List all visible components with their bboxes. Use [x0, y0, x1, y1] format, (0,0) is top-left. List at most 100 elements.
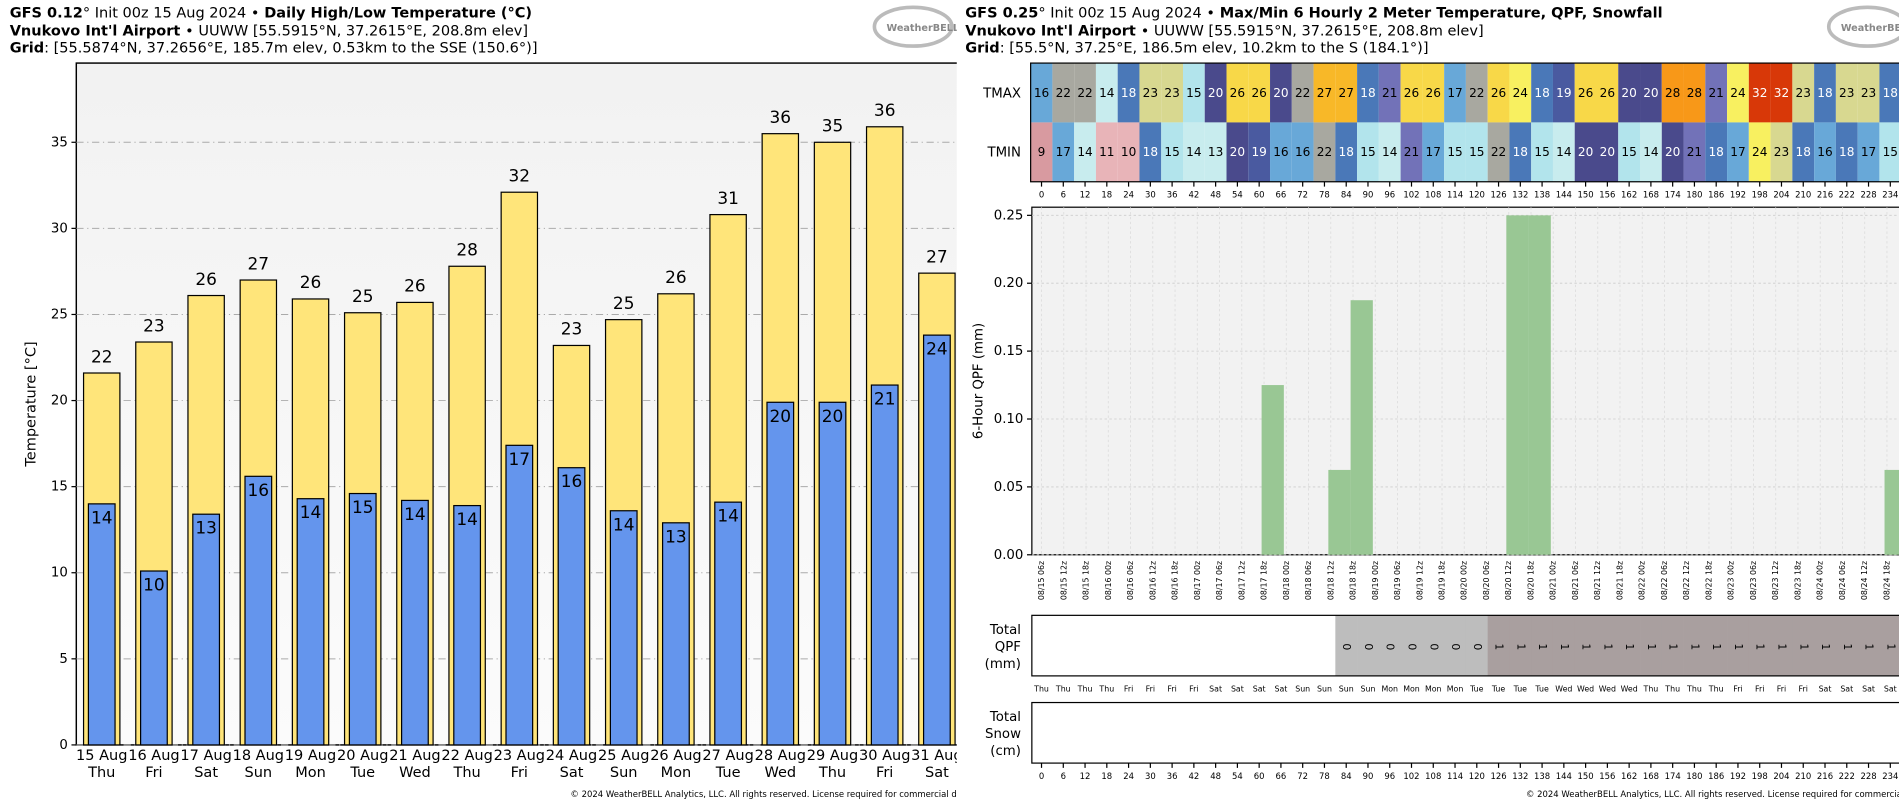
- temp-cell: [1552, 122, 1575, 182]
- total-qpf-label: 1: [1601, 643, 1614, 650]
- qpf-bar: [1261, 385, 1284, 555]
- weekday-label: Mon: [1447, 685, 1464, 694]
- temp-cell: [1465, 122, 1488, 182]
- weekday-label: Mon: [1381, 685, 1398, 694]
- high-label: 36: [770, 107, 792, 127]
- temp-cell: [1248, 122, 1271, 182]
- strip-border: [1031, 701, 1899, 764]
- temp-cell: [1313, 63, 1336, 123]
- temp-cell-label: 14: [1099, 86, 1115, 100]
- weekday-label: Tue: [1491, 685, 1506, 694]
- x-tick-label: 6: [1061, 771, 1066, 781]
- temp-cell: [1748, 122, 1771, 182]
- low-label: 14: [300, 502, 322, 522]
- y-tick-label: 30: [51, 221, 68, 236]
- weekday-label: Thu: [1708, 685, 1724, 694]
- temp-cell: [1531, 63, 1553, 123]
- x-tick-label: 08/21 12z: [1593, 561, 1602, 600]
- temp-cell-label: 19: [1556, 86, 1571, 100]
- temp-cell-label: 23: [1164, 86, 1179, 100]
- x-tick-label: 144: [1556, 190, 1572, 200]
- product: Daily High/Low Temperature (°C): [264, 5, 532, 21]
- y-tick-label: 0.15: [994, 344, 1024, 359]
- temp-cell: [1357, 63, 1379, 123]
- low-bar: [922, 334, 951, 746]
- x-tick-label: 08/19 06z: [1393, 561, 1402, 600]
- x-tick-label: 08/18 12z: [1326, 561, 1335, 600]
- footer: © 2024 WeatherBELL Analytics, LLC. All r…: [1526, 789, 1899, 799]
- temp-cell: [1531, 122, 1553, 182]
- x-tick-label: 96: [1384, 771, 1395, 781]
- x-tick-label: 36: [1167, 190, 1178, 200]
- total-qpf-label: 1: [1580, 643, 1593, 650]
- grid-info: : [55.5874°N, 37.2656°E, 185.7m elev, 0.…: [44, 41, 537, 57]
- high-label: 25: [352, 286, 374, 306]
- temp-cell-label: 27: [1317, 86, 1332, 100]
- total-qpf-label: 1: [1493, 643, 1506, 650]
- temp-cell: [1509, 63, 1532, 123]
- x-tick-label: 08/20 18z: [1526, 561, 1535, 600]
- total-qpf-cell: [1422, 615, 1445, 676]
- total-qpf-cell: [1792, 615, 1815, 676]
- temp-cell-label: 23: [1774, 145, 1789, 159]
- temp-cell: [1095, 63, 1118, 123]
- temp-cell-label: 23: [1861, 86, 1876, 100]
- x-tick-label: 08/20 00z: [1460, 561, 1469, 600]
- low-bar: [87, 503, 116, 746]
- temp-cell: [1357, 122, 1379, 182]
- temp-cell-label: 21: [1708, 86, 1723, 100]
- temp-cell: [1705, 122, 1728, 182]
- temp-cell-label: 27: [1339, 86, 1354, 100]
- temp-cell-label: 15: [1360, 145, 1375, 159]
- temp-cell: [1879, 63, 1899, 123]
- temp-cell-label: 17: [1730, 145, 1745, 159]
- total-qpf-cell: [1661, 615, 1684, 676]
- plot-area: [1031, 206, 1899, 556]
- x-tick-weekday: Fri: [876, 765, 893, 781]
- x-tick-label: 108: [1425, 190, 1441, 200]
- temp-cell-label: 20: [1230, 145, 1245, 159]
- x-tick-label: 15 Aug: [76, 748, 127, 764]
- temp-cell: [1030, 63, 1053, 123]
- low-bar: [296, 498, 325, 746]
- temp-cell-label: 15: [1883, 145, 1898, 159]
- high-label: 26: [665, 267, 687, 287]
- x-tick-label: 78: [1319, 771, 1330, 781]
- x-tick-label: 08/22 18z: [1704, 561, 1713, 600]
- temp-cell-label: 16: [1295, 145, 1310, 159]
- x-tick-label: 08/22 12z: [1682, 561, 1691, 600]
- temp-cell-label: 21: [1687, 145, 1702, 159]
- weekday-label: Wed: [1599, 685, 1616, 694]
- x-tick-label: 120: [1469, 190, 1485, 200]
- x-tick-label: 08/17 00z: [1193, 561, 1202, 600]
- x-tick-label: 66: [1276, 190, 1287, 200]
- temp-cell: [1270, 122, 1292, 182]
- x-tick-label: 210: [1795, 771, 1811, 781]
- temp-cell-label: 20: [1578, 145, 1593, 159]
- x-tick-weekday: Sat: [925, 765, 949, 781]
- x-tick-label: 192: [1730, 771, 1746, 781]
- grid-info: : [55.5°N, 37.25°E, 186.5m elev, 10.2km …: [1000, 41, 1429, 57]
- x-tick-label: 174: [1665, 771, 1681, 781]
- x-tick-label: 26 Aug: [650, 748, 701, 764]
- product: Max/Min 6 Hourly 2 Meter Temperature, QP…: [1220, 5, 1663, 21]
- temp-cell: [1074, 63, 1096, 123]
- total-qpf-label: 1: [1623, 643, 1636, 650]
- x-tick-label: 18 Aug: [233, 748, 284, 764]
- temp-cell-label: 22: [1469, 86, 1484, 100]
- x-tick-label: 216: [1817, 771, 1833, 781]
- temp-cell-label: 21: [1382, 86, 1397, 100]
- x-tick-label: 126: [1490, 771, 1506, 781]
- x-tick-label: 66: [1276, 771, 1287, 781]
- total-qpf-label: 1: [1732, 643, 1745, 650]
- total-qpf-cell: [1378, 615, 1401, 676]
- station-info: • UUWW [55.5915°N, 37.2615°E, 208.8m ele…: [185, 24, 528, 40]
- total-qpf-label: 0: [1471, 643, 1484, 650]
- total-qpf-label: 1: [1797, 643, 1810, 650]
- x-tick-label: 162: [1621, 771, 1637, 781]
- x-tick-label: 08/21 18z: [1615, 561, 1624, 600]
- temp-cell: [1117, 122, 1140, 182]
- x-tick-weekday: Mon: [295, 765, 326, 781]
- x-tick-label: 132: [1512, 771, 1528, 781]
- x-tick-label: 0: [1039, 771, 1044, 781]
